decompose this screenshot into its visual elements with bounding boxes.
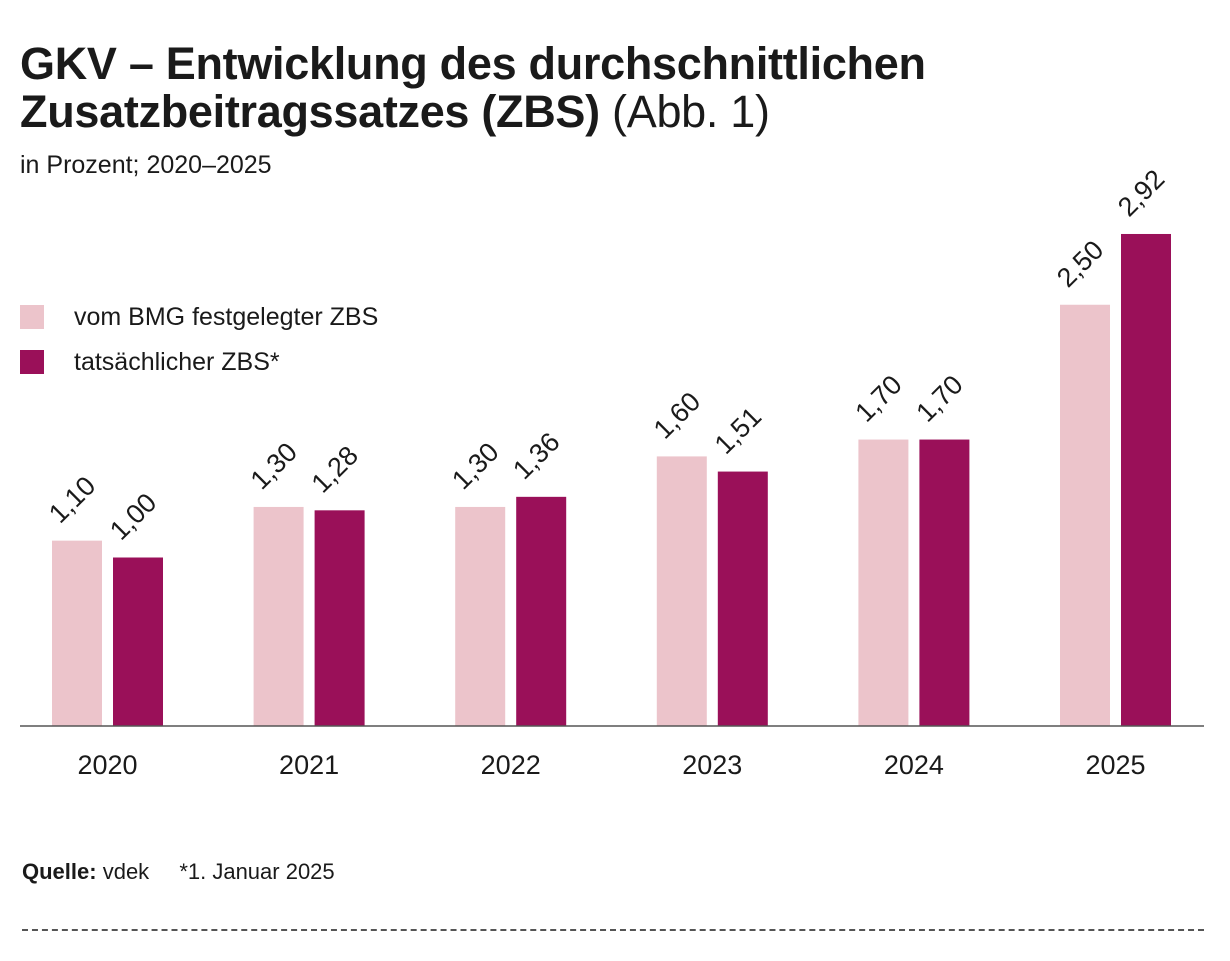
footnote: *1. Januar 2025 [179, 859, 335, 884]
bar-actual-2021 [314, 510, 365, 726]
data-label-bmg-2020: 1,10 [43, 471, 101, 529]
chart-title: GKV – Entwicklung des durchschnittlichen… [20, 40, 1210, 136]
x-tick-label-2021: 2021 [279, 750, 339, 780]
legend-label-actual: tatsächlicher ZBS* [74, 348, 280, 376]
bar-actual-2022 [516, 496, 567, 726]
legend-swatch-actual [20, 350, 44, 374]
bar-bmg-2024 [858, 439, 909, 726]
bar-actual-2023 [717, 471, 768, 726]
data-label-bmg-2021: 1,30 [245, 437, 303, 495]
source-value: vdek [102, 859, 150, 884]
data-label-actual-2020: 1,00 [104, 487, 162, 545]
bar-bmg-2023 [656, 456, 707, 726]
data-label-actual-2025: 2,92 [1112, 164, 1170, 222]
chart-title-main: GKV – Entwicklung des durchschnittlichen… [20, 38, 926, 137]
x-tick-label-2024: 2024 [884, 750, 944, 780]
x-tick-label-2025: 2025 [1085, 750, 1145, 780]
x-tick-label-2020: 2020 [77, 750, 137, 780]
chart-title-suffix: (Abb. 1) [612, 86, 770, 137]
data-label-bmg-2025: 2,50 [1051, 235, 1109, 293]
data-label-actual-2023: 1,51 [709, 401, 767, 459]
bar-bmg-2020 [52, 540, 102, 726]
bar-bmg-2021 [253, 506, 304, 726]
bar-actual-2020 [113, 557, 163, 726]
legend-swatch-bmg [20, 305, 44, 329]
dashed-divider [22, 929, 1204, 931]
bar-bmg-2025 [1060, 304, 1110, 726]
data-label-bmg-2024: 1,70 [849, 369, 907, 427]
bar-actual-2024 [919, 439, 970, 726]
data-label-actual-2024: 1,70 [910, 369, 968, 427]
data-label-actual-2021: 1,28 [306, 440, 364, 498]
chart-subtitle: in Prozent; 2020–2025 [20, 151, 272, 179]
footer: Quelle: vdek *1. Januar 2025 [22, 858, 335, 886]
source-label: Quelle: [22, 859, 97, 884]
bar-bmg-2022 [455, 506, 506, 726]
legend-item-bmg: vom BMG festgelegter ZBS [20, 302, 378, 332]
legend-label-bmg: vom BMG festgelegter ZBS [74, 303, 379, 331]
legend-item-actual: tatsächlicher ZBS* [20, 347, 280, 377]
x-tick-label-2022: 2022 [481, 750, 541, 780]
data-label-bmg-2022: 1,30 [446, 437, 504, 495]
data-label-bmg-2023: 1,60 [648, 386, 706, 444]
data-label-actual-2022: 1,36 [507, 427, 565, 485]
x-tick-label-2023: 2023 [682, 750, 742, 780]
bar-actual-2025 [1121, 233, 1171, 727]
